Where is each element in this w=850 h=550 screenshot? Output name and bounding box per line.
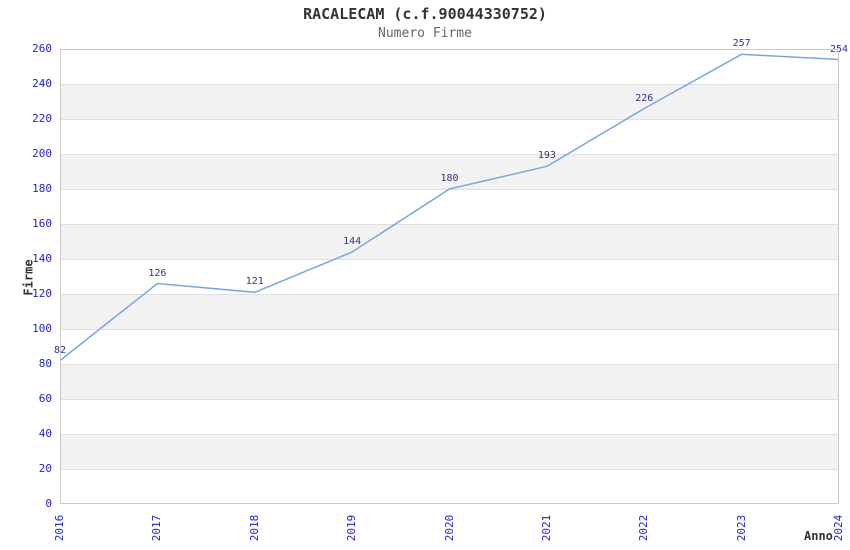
gridline — [60, 154, 839, 155]
plot-band — [60, 434, 839, 469]
gridline — [60, 329, 839, 330]
plot-band — [60, 294, 839, 329]
x-tick-label: 2016 — [53, 514, 66, 542]
gridline — [60, 119, 839, 120]
y-tick-label: 220 — [32, 112, 52, 125]
data-point-label: 226 — [635, 92, 654, 104]
x-axis-title: Anno — [804, 529, 833, 543]
y-tick-label: 260 — [32, 42, 52, 55]
gridline — [60, 364, 839, 365]
gridline — [60, 224, 839, 225]
data-point-label: 144 — [343, 236, 362, 247]
x-tick-label: 2018 — [247, 514, 261, 542]
plot-area: 82 126 121 144 180 193 226 257 254 — [54, 38, 848, 504]
y-tick-label: 60 — [38, 392, 52, 405]
plot-band — [60, 84, 839, 119]
x-tick-label: 2020 — [442, 514, 456, 542]
gridline — [60, 434, 839, 435]
data-point-label: 257 — [732, 38, 751, 50]
y-tick-label: 80 — [38, 357, 52, 370]
chart-title: RACALECAM (c.f.90044330752) — [303, 5, 547, 23]
y-tick-label: 160 — [32, 217, 52, 230]
y-tick-label: 20 — [38, 462, 52, 475]
gridline — [60, 469, 839, 470]
gridline — [60, 294, 839, 295]
x-tick-label: 2021 — [539, 514, 553, 542]
y-tick-label: 40 — [38, 427, 52, 440]
plot-band — [60, 224, 839, 259]
gridline — [60, 259, 839, 260]
data-point-label: 180 — [440, 173, 459, 184]
x-tick-label: 2019 — [345, 514, 359, 542]
x-tick-label: 2024 — [832, 514, 845, 542]
data-point-label: 82 — [53, 344, 67, 356]
gridline — [60, 399, 839, 400]
y-tick-label: 140 — [32, 252, 52, 265]
y-tick-label: 0 — [45, 497, 52, 510]
y-tick-label: 180 — [32, 182, 52, 195]
x-tick-label: 2017 — [150, 514, 164, 542]
y-tick-label: 100 — [32, 322, 52, 335]
chart-subtitle: Numero Firme — [378, 26, 472, 41]
data-point-label: 121 — [245, 276, 264, 288]
series-line — [59, 53, 840, 362]
plot-band — [60, 364, 839, 399]
y-tick-label: 120 — [32, 287, 52, 300]
gridline — [60, 84, 839, 85]
data-point-label: 193 — [537, 150, 556, 162]
x-tick-label: 2023 — [734, 514, 748, 542]
y-tick-label: 240 — [32, 77, 52, 90]
data-point-label: 254 — [829, 43, 849, 55]
plot-band — [60, 154, 839, 189]
y-tick-label: 200 — [32, 147, 52, 160]
data-point-label: 126 — [148, 267, 167, 279]
x-tick-label: 2022 — [637, 514, 651, 542]
